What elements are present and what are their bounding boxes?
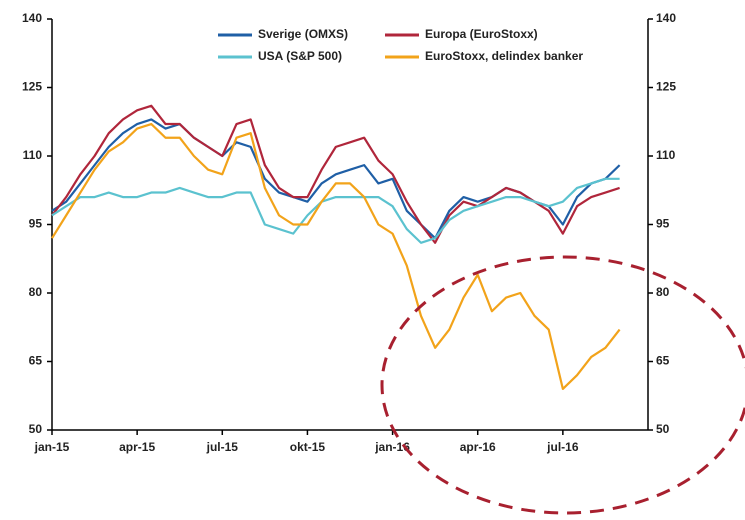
legend-label: USA (S&P 500): [258, 49, 342, 63]
series-line: [51, 104, 620, 244]
y-tick-label: 80: [29, 285, 43, 299]
x-tick-label: jul-15: [206, 440, 239, 454]
y-tick-label: 110: [23, 148, 43, 162]
x-tick-label: okt-15: [290, 440, 326, 454]
series-line: [51, 122, 621, 390]
y-tick-label: 125: [22, 80, 42, 94]
y2-tick-label: 65: [656, 354, 670, 368]
x-tick-label: jan-15: [34, 440, 70, 454]
y-tick-label: 65: [29, 354, 43, 368]
y2-tick-label: 125: [656, 80, 676, 94]
series-line: [51, 177, 620, 244]
series-line: [51, 118, 621, 240]
y2-tick-label: 50: [656, 422, 670, 436]
legend-label: Europa (EuroStoxx): [425, 27, 538, 41]
plot: 50 65 80 95 110 125 140 50 65 80 95 110 125 140 jan-15…: [22, 11, 676, 454]
y2-tick-label: 140: [656, 11, 676, 25]
y2-tick-label: 110: [656, 148, 676, 162]
x-tick-label: apr-16: [460, 440, 496, 454]
y2-tick-label: 95: [656, 217, 670, 231]
y-tick-label: 95: [29, 217, 43, 231]
legend-label: Sverige (OMXS): [258, 27, 348, 41]
highlight-ellipse: [380, 255, 745, 515]
legend-label: EuroStoxx, delindex banker: [425, 49, 583, 63]
y2-tick-label: 80: [656, 285, 670, 299]
x-tick-label: jan-16: [374, 440, 410, 454]
y-tick-label: 50: [29, 422, 43, 436]
x-tick-label: jul-16: [546, 440, 579, 454]
y-tick-label: 140: [22, 11, 42, 25]
x-tick-label: apr-15: [119, 440, 155, 454]
